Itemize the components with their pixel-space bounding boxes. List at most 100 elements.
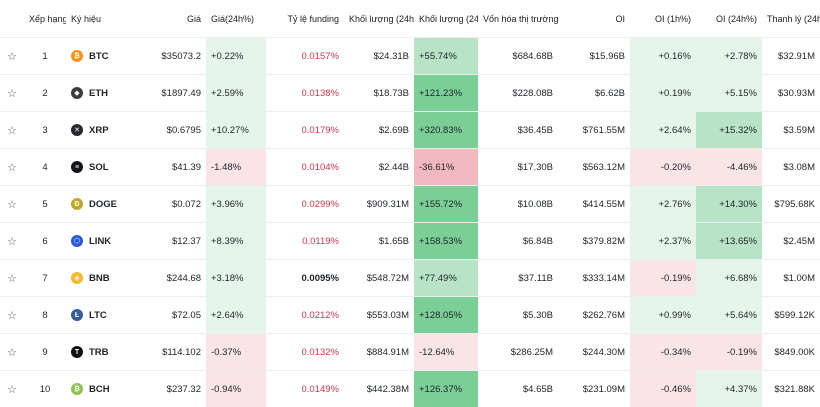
symbol-label: BTC [89,51,109,62]
oi-cell: $15.96B [558,38,630,75]
symbol-cell[interactable]: ◈BNB [66,260,138,297]
symbol-cell[interactable]: ₿ BTC [66,38,138,75]
rank-cell: 5 [24,186,66,223]
volume-change-cell: -36.61% [414,149,478,186]
price-cell: $0.072 [138,186,206,223]
favorite-star-icon[interactable]: ☆ [0,75,24,112]
symbol-label: TRB [89,347,109,358]
price-cell: $1897.49 [138,75,206,112]
funding-rate-cell: 0.0299% [266,186,344,223]
symbol-cell[interactable]: ₿BCH [66,371,138,407]
liquidation-cell: $599.12K [762,297,820,334]
price-cell: $244.68 [138,260,206,297]
oi-24h-cell: +4.37% [696,371,762,407]
header-funding-rate[interactable]: Tỷ lệ funding [266,0,344,38]
market-cap-cell: $37.11B [478,260,558,297]
btc-icon: ₿ [71,50,83,62]
volume-cell: $442.38M [344,371,414,407]
favorite-star-icon[interactable]: ☆ [0,260,24,297]
header-liquidation[interactable]: Thanh lý (24h) [762,0,820,38]
symbol-cell[interactable]: ✕XRP [66,112,138,149]
volume-cell: $909.31M [344,186,414,223]
header-price-change[interactable]: Giá(24h%) [206,0,266,38]
symbol-label: BNB [89,273,110,284]
price-change-cell: -1.48% [206,149,266,186]
table-row[interactable]: ☆ 2 ◆ETH $1897.49 +2.59% 0.0138% $18.73B… [0,75,820,112]
favorite-star-icon[interactable]: ☆ [0,297,24,334]
oi-1h-cell: -0.46% [630,371,696,407]
table-row[interactable]: ☆ 4 ≡SOL $41.39 -1.48% 0.0104% $2.44B -3… [0,149,820,186]
liquidation-cell: $2.45M [762,223,820,260]
favorite-star-icon[interactable]: ☆ [0,371,24,407]
oi-1h-cell: +0.16% [630,38,696,75]
header-symbol[interactable]: Ký hiệu [66,0,138,38]
favorite-star-icon[interactable]: ☆ [0,223,24,260]
price-change-cell: +2.64% [206,297,266,334]
market-cap-cell: $10.08B [478,186,558,223]
header-rank[interactable]: Xếp hạng [24,0,66,38]
volume-change-cell: +155.72% [414,186,478,223]
market-cap-cell: $228.08B [478,75,558,112]
table-row[interactable]: ☆ 3 ✕XRP $0.6795 +10.27% 0.0179% $2.69B … [0,112,820,149]
price-cell: $12.37 [138,223,206,260]
header-oi-1h[interactable]: OI (1h%) [630,0,696,38]
symbol-cell[interactable]: ⬡LINK [66,223,138,260]
header-row: Xếp hạng Ký hiệu Giá Giá(24h%) Tỷ lệ fun… [0,0,820,38]
market-cap-cell: $36.45B [478,112,558,149]
header-oi[interactable]: OI [558,0,630,38]
market-cap-cell: $17.30B [478,149,558,186]
symbol-cell[interactable]: T TRB [66,334,138,371]
table-row[interactable]: ☆ 6 ⬡LINK $12.37 +8.39% 0.0119% $1.65B +… [0,223,820,260]
oi-cell: $761.55M [558,112,630,149]
trb-icon: T [71,346,83,358]
liquidation-cell: $795.68K [762,186,820,223]
symbol-cell[interactable]: ◆ETH [66,75,138,112]
table-row[interactable]: ☆ 10 ₿BCH $237.32 -0.94% 0.0149% $442.38… [0,371,820,407]
volume-change-cell: +158.53% [414,223,478,260]
oi-1h-cell: -0.34% [630,334,696,371]
liquidation-cell: $32.91M [762,38,820,75]
header-oi-24h[interactable]: OI (24h%) [696,0,762,38]
price-change-cell: +2.59% [206,75,266,112]
oi-cell: $563.12M [558,149,630,186]
oi-24h-cell: +5.15% [696,75,762,112]
symbol-cell[interactable]: ≡SOL [66,149,138,186]
oi-cell: $414.55M [558,186,630,223]
volume-cell: $548.72M [344,260,414,297]
oi-cell: $262.76M [558,297,630,334]
favorite-star-icon[interactable]: ☆ [0,149,24,186]
funding-rate-cell: 0.0132% [266,334,344,371]
volume-cell: $18.73B [344,75,414,112]
favorite-star-icon[interactable]: ☆ [0,186,24,223]
liquidation-cell: $849.00K [762,334,820,371]
price-cell: $41.39 [138,149,206,186]
header-price[interactable]: Giá [138,0,206,38]
market-cap-cell: $5.30B [478,297,558,334]
favorite-star-icon[interactable]: ☆ [0,38,24,75]
price-change-cell: +3.18% [206,260,266,297]
symbol-label: ETH [89,88,108,99]
favorite-star-icon[interactable]: ☆ [0,334,24,371]
header-market-cap[interactable]: Vốn hóa thị trường [478,0,558,38]
symbol-label: XRP [89,125,109,136]
funding-rate-cell: 0.0149% [266,371,344,407]
header-volume[interactable]: Khối lượng (24h) [344,0,414,38]
rank-cell: 8 [24,297,66,334]
liquidation-cell: $30.93M [762,75,820,112]
rank-cell: 2 [24,75,66,112]
favorite-star-icon[interactable]: ☆ [0,112,24,149]
oi-24h-cell: +6.68% [696,260,762,297]
price-cell: $237.32 [138,371,206,407]
liquidation-cell: $3.08M [762,149,820,186]
oi-cell: $231.09M [558,371,630,407]
table-row[interactable]: ☆ 1 ₿BTC $35073.2 +0.22% 0.0157% $24.31B… [0,38,820,75]
table-row[interactable]: ☆ 7 ◈BNB $244.68 +3.18% 0.0095% $548.72M… [0,260,820,297]
price-cell: $114.102 [138,334,206,371]
volume-cell: $553.03M [344,297,414,334]
header-volume-change[interactable]: Khối lượng (24h%) [414,0,478,38]
